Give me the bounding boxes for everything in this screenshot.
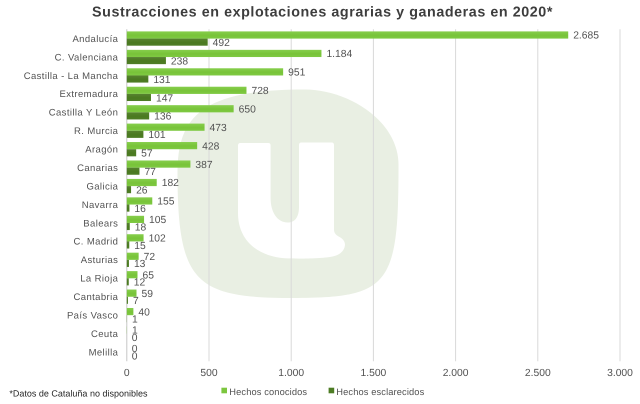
svg-text:Asturias: Asturias bbox=[81, 255, 119, 266]
svg-text:1.184: 1.184 bbox=[326, 49, 352, 60]
svg-text:473: 473 bbox=[210, 123, 227, 134]
svg-text:Castilla - La Mancha: Castilla - La Mancha bbox=[24, 71, 119, 82]
svg-text:Hechos conocidos: Hechos conocidos bbox=[229, 387, 307, 397]
svg-text:País Vasco: País Vasco bbox=[67, 310, 118, 321]
svg-text:155: 155 bbox=[157, 197, 174, 208]
svg-text:3.000: 3.000 bbox=[607, 368, 633, 379]
svg-text:C. Valenciana: C. Valenciana bbox=[55, 52, 119, 63]
svg-text:*Datos de Cataluña no disponib: *Datos de Cataluña no disponibles bbox=[9, 388, 148, 398]
svg-text:1.500: 1.500 bbox=[361, 368, 387, 379]
svg-text:Hechos esclarecidos: Hechos esclarecidos bbox=[336, 387, 424, 397]
svg-text:951: 951 bbox=[288, 68, 305, 79]
svg-text:650: 650 bbox=[239, 104, 256, 115]
svg-text:2.685: 2.685 bbox=[573, 31, 599, 42]
svg-text:Aragón: Aragón bbox=[85, 145, 118, 156]
svg-text:59: 59 bbox=[142, 289, 154, 300]
svg-text:728: 728 bbox=[251, 86, 268, 97]
svg-text:238: 238 bbox=[171, 56, 188, 67]
svg-text:Navarra: Navarra bbox=[82, 200, 119, 211]
svg-text:0: 0 bbox=[132, 333, 138, 344]
svg-text:428: 428 bbox=[202, 141, 219, 152]
svg-text:Melilla: Melilla bbox=[89, 347, 119, 358]
svg-text:101: 101 bbox=[148, 130, 165, 141]
svg-text:2.500: 2.500 bbox=[525, 368, 551, 379]
svg-text:102: 102 bbox=[149, 234, 166, 245]
svg-text:Canarias: Canarias bbox=[77, 163, 118, 174]
svg-text:13: 13 bbox=[134, 259, 146, 270]
svg-text:40: 40 bbox=[138, 307, 150, 318]
svg-text:387: 387 bbox=[195, 160, 212, 171]
svg-text:2.000: 2.000 bbox=[443, 368, 469, 379]
svg-text:131: 131 bbox=[153, 75, 170, 86]
svg-text:Castilla Y León: Castilla Y León bbox=[49, 108, 119, 119]
svg-text:0: 0 bbox=[132, 344, 138, 355]
svg-text:65: 65 bbox=[142, 270, 154, 281]
svg-text:105: 105 bbox=[149, 215, 166, 226]
svg-text:Ceuta: Ceuta bbox=[91, 329, 119, 340]
svg-text:1: 1 bbox=[132, 315, 138, 326]
svg-text:500: 500 bbox=[200, 368, 217, 379]
svg-text:C. Madrid: C. Madrid bbox=[74, 237, 119, 248]
svg-text:Andalucía: Andalucía bbox=[72, 34, 118, 45]
svg-text:16: 16 bbox=[134, 204, 146, 215]
svg-text:1: 1 bbox=[132, 326, 138, 337]
svg-text:Sustracciones en explotaciones: Sustracciones en explotaciones agrarias … bbox=[92, 4, 553, 20]
svg-text:La Rioja: La Rioja bbox=[80, 274, 118, 285]
svg-text:0: 0 bbox=[132, 351, 138, 362]
svg-text:Galicia: Galicia bbox=[86, 181, 118, 192]
svg-text:Extremadura: Extremadura bbox=[60, 89, 119, 100]
svg-text:26: 26 bbox=[136, 185, 148, 196]
svg-text:1.000: 1.000 bbox=[278, 368, 304, 379]
svg-text:57: 57 bbox=[141, 149, 153, 160]
svg-text:72: 72 bbox=[144, 252, 156, 263]
svg-text:7: 7 bbox=[133, 296, 139, 307]
svg-text:15: 15 bbox=[134, 241, 146, 252]
svg-text:Balears: Balears bbox=[83, 218, 118, 229]
svg-text:77: 77 bbox=[144, 167, 156, 178]
svg-text:18: 18 bbox=[135, 222, 147, 233]
svg-text:182: 182 bbox=[162, 178, 179, 189]
svg-text:136: 136 bbox=[154, 112, 171, 123]
svg-text:R. Murcia: R. Murcia bbox=[74, 126, 119, 137]
svg-text:12: 12 bbox=[134, 278, 146, 289]
svg-text:0: 0 bbox=[124, 368, 130, 379]
svg-text:492: 492 bbox=[213, 38, 230, 49]
svg-text:Cantabria: Cantabria bbox=[74, 292, 119, 303]
svg-text:147: 147 bbox=[156, 93, 173, 104]
